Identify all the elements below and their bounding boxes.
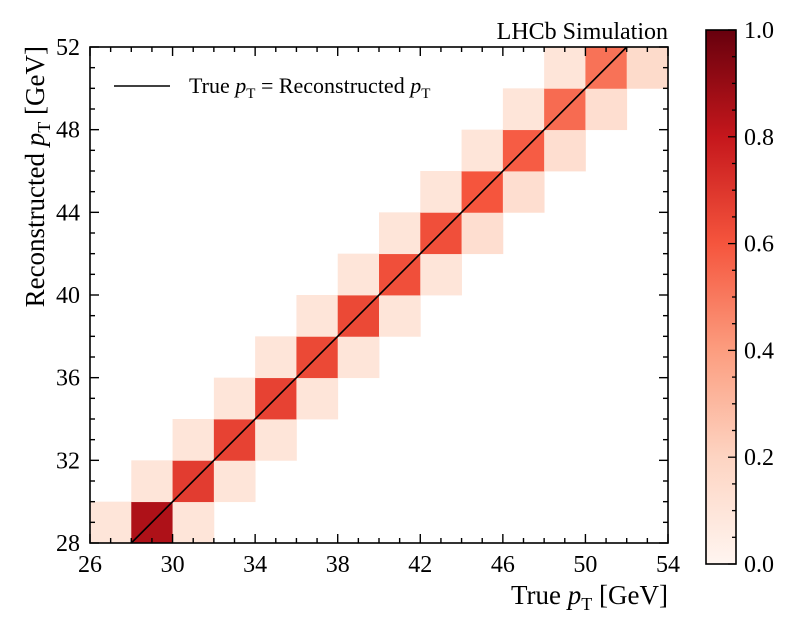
y-tick-label: 52 bbox=[56, 35, 80, 61]
heatmap-cell bbox=[255, 419, 297, 461]
x-axis-label-var: p bbox=[566, 580, 582, 610]
x-tick-label: 30 bbox=[161, 552, 185, 578]
x-axis-label-text: True bbox=[511, 580, 568, 610]
legend: True pT = Reconstructed pT bbox=[114, 73, 430, 102]
heatmap-cell bbox=[213, 377, 256, 420]
colorbar-tick-label: 0.2 bbox=[744, 445, 774, 471]
y-tick-label: 44 bbox=[56, 200, 80, 226]
x-tick-label: 50 bbox=[573, 552, 597, 578]
x-tick-label: 42 bbox=[408, 552, 432, 578]
legend-label-var-2: p bbox=[408, 73, 421, 98]
x-tick-labels: 26 30 34 38 42 46 50 54 bbox=[78, 552, 680, 578]
heatmap-cell bbox=[420, 253, 462, 296]
y-axis-label-text: Reconstructed bbox=[20, 146, 50, 307]
colorbar-tick-label: 0.6 bbox=[744, 232, 774, 258]
x-tick-label: 46 bbox=[491, 552, 515, 578]
legend-label: True pT = Reconstructed pT bbox=[189, 73, 430, 102]
x-axis-label-sub: T bbox=[581, 594, 592, 614]
colorbar-tick-labels: 0.0 0.2 0.4 0.6 0.8 1.0 bbox=[744, 18, 774, 578]
axis-ticks bbox=[89, 46, 669, 544]
heatmap-cell bbox=[502, 88, 545, 131]
heatmap-cell bbox=[502, 171, 545, 213]
heatmap-cell bbox=[296, 377, 339, 420]
y-tick-labels: 28 32 36 40 44 48 52 bbox=[56, 35, 80, 557]
colorbar-tick-label: 0.8 bbox=[744, 125, 774, 151]
heatmap-cell bbox=[90, 501, 132, 544]
y-tick-label: 32 bbox=[56, 448, 80, 474]
colorbar bbox=[705, 29, 737, 565]
legend-label-sub-2: T bbox=[421, 86, 430, 102]
heatmap-cell bbox=[172, 419, 215, 461]
y-axis-label-unit: [GeV] bbox=[20, 46, 50, 122]
y-axis-label-sub: T bbox=[34, 122, 54, 133]
legend-label-prefix: True bbox=[189, 73, 235, 98]
heatmap-cells bbox=[90, 47, 669, 544]
heatmap-cell bbox=[544, 129, 586, 172]
x-axis-label-unit: [GeV] bbox=[592, 580, 668, 610]
heatmap-cell bbox=[337, 336, 380, 379]
diagonal-reference-line bbox=[130, 46, 628, 544]
heatmap-cell bbox=[461, 129, 504, 172]
heatmap-cell bbox=[544, 47, 586, 89]
y-axis-label: Reconstructed pT [GeV] bbox=[20, 46, 54, 307]
y-tick-label: 28 bbox=[56, 531, 80, 557]
legend-label-var-1: p bbox=[233, 73, 246, 98]
legend-label-sub-1: T bbox=[246, 86, 255, 102]
x-tick-label: 26 bbox=[78, 552, 102, 578]
colorbar-tick-label: 1.0 bbox=[744, 18, 774, 44]
colorbar-tick-label: 0.4 bbox=[744, 338, 774, 364]
heatmap-cell bbox=[296, 295, 339, 337]
y-axis-label-var: p bbox=[20, 133, 50, 149]
x-tick-label: 38 bbox=[326, 552, 350, 578]
y-tick-label: 40 bbox=[56, 283, 80, 309]
x-axis-label: True pT [GeV] bbox=[511, 580, 668, 614]
heatmap-cell bbox=[213, 460, 256, 503]
colorbar-tick-label: 0.0 bbox=[744, 552, 774, 578]
x-tick-label: 34 bbox=[243, 552, 267, 578]
heatmap-cell bbox=[585, 88, 628, 131]
heatmap-cell bbox=[420, 171, 462, 213]
heatmap-cell bbox=[379, 295, 421, 337]
x-tick-label: 54 bbox=[656, 552, 680, 578]
y-tick-label: 48 bbox=[56, 118, 80, 144]
legend-label-mid: = Reconstructed bbox=[255, 73, 410, 98]
heatmap-cell bbox=[461, 212, 504, 255]
heatmap-cell bbox=[626, 47, 669, 89]
chart-title: LHCb Simulation bbox=[497, 19, 668, 45]
heatmap-cell bbox=[172, 501, 215, 544]
heatmap-cell bbox=[255, 336, 297, 379]
heatmap-cell bbox=[379, 212, 421, 255]
heatmap-cell bbox=[337, 253, 380, 296]
colorbar-ticks bbox=[728, 29, 736, 565]
y-tick-label: 36 bbox=[56, 366, 80, 392]
heatmap-cell bbox=[131, 460, 173, 503]
